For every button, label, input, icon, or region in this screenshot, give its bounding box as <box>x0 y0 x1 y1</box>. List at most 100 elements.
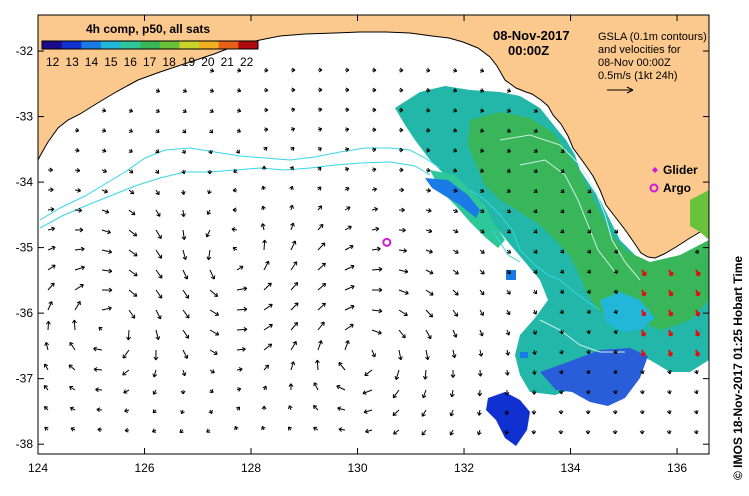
velocity-arrowhead <box>364 371 369 377</box>
velocity-arrow <box>155 269 163 279</box>
velocity-arrowhead <box>185 294 190 299</box>
velocity-arrow <box>101 307 112 311</box>
velocity-arrowhead <box>480 168 485 173</box>
velocity-arrowhead <box>480 249 485 254</box>
velocity-arrow <box>47 321 50 331</box>
velocity-arrowhead <box>182 256 188 261</box>
velocity-arrowhead <box>183 354 189 359</box>
velocity-arrow <box>421 409 427 417</box>
velocity-arrow <box>290 222 294 231</box>
velocity-arrowhead <box>533 168 538 173</box>
velocity-arrowhead <box>182 88 187 93</box>
velocity-arrowhead <box>363 409 368 414</box>
velocity-arrow <box>128 289 138 297</box>
velocity-arrowhead <box>693 430 699 435</box>
velocity-arrow <box>155 289 163 299</box>
velocity-arrowhead <box>402 227 406 233</box>
velocity-arrow <box>478 409 481 416</box>
velocity-arrowhead <box>403 248 408 254</box>
velocity-arrowhead <box>425 356 430 361</box>
velocity-arrowhead <box>76 300 81 306</box>
credit-text: © IMOS 18-Nov-2017 01:25 Hobart Time <box>731 256 745 480</box>
velocity-arrowhead <box>318 67 323 73</box>
velocity-arrowhead <box>401 207 405 213</box>
velocity-arrowhead <box>480 229 485 234</box>
velocity-arrow <box>313 405 319 411</box>
velocity-arrowhead <box>453 312 458 317</box>
velocity-arrowhead <box>693 390 699 395</box>
velocity-arrowhead <box>179 428 184 434</box>
velocity-arrowhead <box>180 390 186 395</box>
velocity-arrowhead <box>587 229 592 234</box>
velocity-arrowhead <box>506 290 511 295</box>
velocity-arrow <box>344 323 354 331</box>
velocity-arrow <box>209 289 218 297</box>
velocity-arrowhead <box>694 332 701 337</box>
velocity-arrow <box>74 266 85 271</box>
glider-legend-icon <box>652 167 658 173</box>
velocity-arrowhead <box>586 309 591 315</box>
velocity-arrowhead <box>479 332 484 337</box>
velocity-arrowhead <box>533 249 538 254</box>
velocity-arrowhead <box>261 185 266 190</box>
velocity-arrowhead <box>210 275 216 280</box>
velocity-arrowhead <box>453 148 458 153</box>
velocity-arrowhead <box>207 170 213 175</box>
colorbar-label: 21 <box>221 55 235 69</box>
velocity-arrowhead <box>375 226 380 232</box>
velocity-arrowhead <box>480 188 485 193</box>
velocity-arrowhead <box>51 264 56 269</box>
velocity-arrowhead <box>237 387 242 392</box>
velocity-arrow <box>263 364 269 371</box>
velocity-arrow <box>425 349 429 360</box>
velocity-arrow <box>101 229 111 234</box>
velocity-arrow <box>47 264 56 271</box>
velocity-arrowhead <box>559 350 564 355</box>
velocity-arrowhead <box>263 146 268 151</box>
velocity-arrowhead <box>209 129 214 134</box>
velocity-arrow <box>95 388 103 391</box>
velocity-arrowhead <box>426 127 431 133</box>
velocity-arrowhead <box>454 249 459 254</box>
velocity-arrowhead <box>243 286 248 292</box>
velocity-arrowhead <box>694 370 699 375</box>
velocity-arrow <box>506 309 511 315</box>
velocity-arrow <box>450 429 454 436</box>
velocity-arrowhead <box>69 341 74 347</box>
velocity-arrowhead <box>262 239 267 244</box>
velocity-arrowhead <box>237 67 242 73</box>
colorbar-label: 14 <box>85 55 99 69</box>
velocity-arrowhead <box>289 204 294 209</box>
velocity-arrowhead <box>480 68 485 73</box>
velocity-arrowhead <box>613 289 618 294</box>
velocity-arrowhead <box>362 390 367 395</box>
velocity-arrowhead <box>345 67 350 73</box>
velocity-arrow <box>479 289 485 296</box>
velocity-arrowhead <box>133 252 138 257</box>
velocity-arrowhead <box>208 409 213 414</box>
velocity-arrow <box>371 309 382 312</box>
velocity-arrowhead <box>428 313 434 318</box>
velocity-arrow <box>155 229 162 239</box>
velocity-arrow <box>364 369 373 376</box>
velocity-arrowhead <box>421 394 427 399</box>
velocity-arrowhead <box>480 208 485 214</box>
velocity-arrowhead <box>453 108 458 113</box>
velocity-arrowhead <box>234 426 239 431</box>
x-axis-ticks: 124 126 128 130 132 134 136 <box>28 15 687 475</box>
velocity-arrowhead <box>268 343 273 348</box>
velocity-arrowhead <box>694 249 699 254</box>
colorbar-swatch <box>140 41 161 49</box>
velocity-arrow <box>209 349 218 355</box>
velocity-arrow <box>74 189 81 192</box>
velocity-arrowhead <box>126 336 131 341</box>
velocity-arrowhead <box>158 294 163 299</box>
colorbar-label: 18 <box>162 55 176 69</box>
velocity-arrowhead <box>372 147 377 153</box>
velocity-arrowhead <box>231 227 236 232</box>
x-tick-label: 124 <box>28 461 48 475</box>
velocity-arrowhead <box>504 411 510 416</box>
velocity-arrowhead <box>182 108 187 113</box>
velocity-arrow <box>290 361 295 371</box>
velocity-arrow <box>425 329 432 340</box>
